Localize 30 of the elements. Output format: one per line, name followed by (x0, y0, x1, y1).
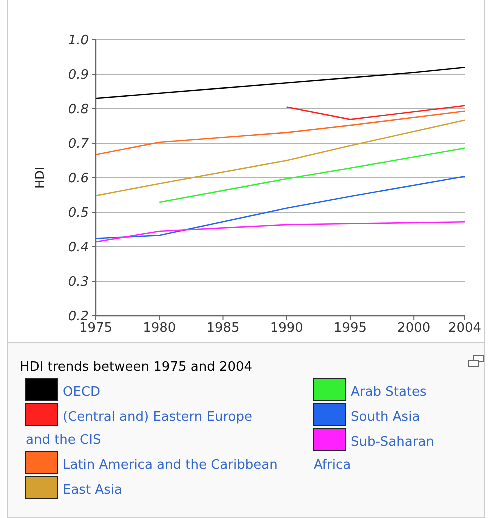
legend-label: Latin America and the Caribbean (63, 458, 278, 473)
x-tick-label: 1995 (334, 321, 368, 336)
line-series (158, 148, 466, 204)
x-tick-label: 1985 (206, 321, 240, 336)
text: HDI trends between 1975 and 2004 (20, 360, 253, 375)
y-tick-label: 0.8 (68, 102, 89, 118)
line-series (95, 176, 466, 240)
y-tick-label: 0.4 (68, 240, 89, 256)
legend-label: South Asia (351, 410, 420, 425)
line-series (95, 110, 466, 156)
x-tick-label: 1975 (79, 321, 113, 336)
legend-label: (Central and) Eastern Europe and the CIS (26, 410, 252, 448)
line-series (95, 66, 466, 100)
y-tick-label: 0.7 (68, 137, 90, 152)
x-tick-label: 2004 (448, 321, 482, 336)
x-tick-label: 2000 (398, 321, 431, 336)
y-tick-label: 0.6 (68, 172, 89, 187)
y-tick-label: 0.9 (68, 68, 89, 84)
x-tick-label: 1990 (270, 321, 304, 336)
legend-label: East Asia (63, 483, 122, 498)
y-tick-label: 1.0 (68, 34, 89, 49)
legend-label: Arab States (351, 385, 427, 400)
y-axis-title: HDI (33, 167, 47, 189)
y-tick-label: 0.5 (68, 206, 89, 222)
y-tick-label: 0.3 (68, 275, 89, 290)
line-series (95, 222, 466, 243)
line-series (95, 120, 466, 197)
legend-label: Sub-Saharan Africa (314, 435, 434, 473)
x-tick-label: 1980 (143, 321, 176, 336)
legend-label: OECD (63, 385, 101, 400)
